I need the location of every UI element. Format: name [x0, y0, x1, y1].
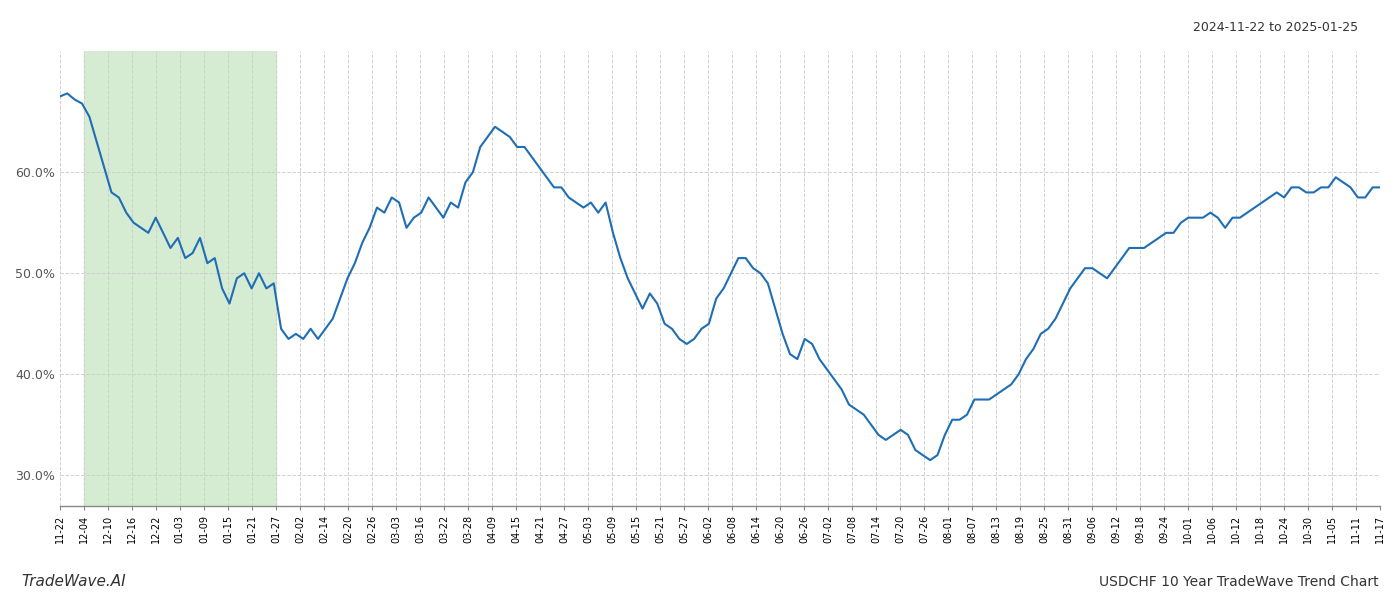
- Text: 2024-11-22 to 2025-01-25: 2024-11-22 to 2025-01-25: [1193, 21, 1358, 34]
- Text: TradeWave.AI: TradeWave.AI: [21, 574, 126, 589]
- Text: USDCHF 10 Year TradeWave Trend Chart: USDCHF 10 Year TradeWave Trend Chart: [1099, 575, 1379, 589]
- Bar: [84, 51, 276, 506]
